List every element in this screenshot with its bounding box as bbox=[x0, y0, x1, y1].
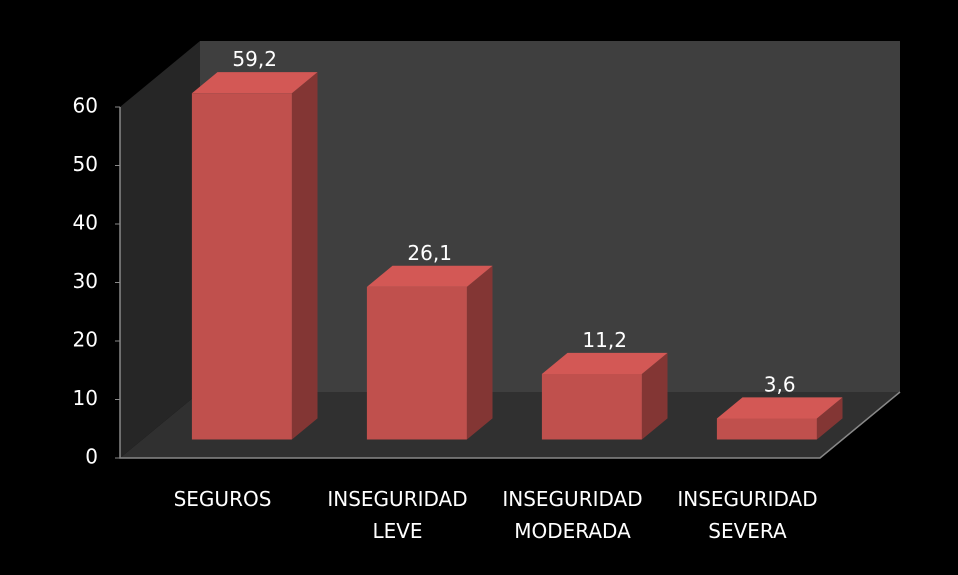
bar bbox=[366, 286, 467, 440]
y-tick-label: 0 bbox=[85, 445, 98, 469]
bar-top bbox=[191, 72, 318, 94]
y-tick-label: 30 bbox=[73, 269, 98, 293]
data-label: 59,2 bbox=[232, 47, 277, 71]
bar-side bbox=[466, 265, 493, 440]
x-tick-label: INSEGURIDAD LEVE bbox=[327, 487, 467, 543]
x-tick-label: INSEGURIDAD SEVERA bbox=[677, 487, 817, 543]
y-tick-label: 50 bbox=[73, 152, 98, 176]
data-label: 11,2 bbox=[582, 328, 627, 352]
y-tick-label: 60 bbox=[73, 94, 98, 118]
bar bbox=[191, 93, 292, 440]
data-label: 26,1 bbox=[407, 241, 452, 265]
bar bbox=[541, 374, 642, 440]
bar-side bbox=[641, 352, 668, 440]
x-tick-label: SEGUROS bbox=[174, 487, 272, 511]
bar-side bbox=[816, 397, 843, 440]
y-tick-label: 40 bbox=[73, 211, 98, 235]
x-tick-label: INSEGURIDAD MODERADA bbox=[502, 487, 642, 543]
y-tick-label: 10 bbox=[73, 386, 98, 410]
bar bbox=[716, 418, 817, 440]
left-wall bbox=[120, 41, 200, 458]
data-label: 3,6 bbox=[764, 372, 796, 396]
bar-top bbox=[541, 352, 668, 374]
bar-side bbox=[291, 72, 318, 440]
bar-top bbox=[366, 265, 493, 287]
bar-top bbox=[716, 397, 843, 419]
y-tick-label: 20 bbox=[73, 328, 98, 352]
